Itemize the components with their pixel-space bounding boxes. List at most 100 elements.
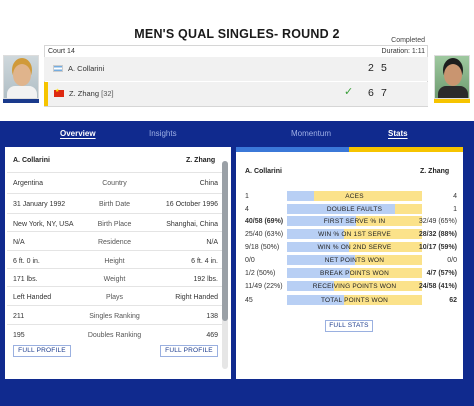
stat-player2-value: 28/32 (88%)	[418, 231, 457, 238]
stat-label: BREAK POINTS WON	[320, 270, 389, 277]
player2-share-bar	[350, 268, 422, 278]
stat-label: DOUBLE FAULTS	[326, 206, 383, 213]
face-shape	[13, 64, 31, 86]
stat-player2-value: 32/49 (65%)	[418, 218, 457, 225]
set-score: 7	[381, 87, 387, 99]
stat-row: 40/58 (69%) FIRST SERVE % IN 32/49 (65%)	[242, 216, 457, 228]
stat-comparison-bar: NET POINTS WON	[287, 255, 422, 265]
stat-row: 45 TOTAL POINTS WON 62	[242, 295, 457, 307]
player1-share-bar	[287, 204, 395, 214]
tab-insights[interactable]: Insights	[149, 129, 177, 138]
h2h-player2-value: Shanghai, China	[166, 221, 218, 228]
h2h-row: 195 Doubles Ranking 469	[7, 324, 222, 346]
player-photo-zhang[interactable]	[434, 55, 470, 99]
tab-overview[interactable]: Overview	[60, 129, 96, 138]
stat-row: 25/40 (63%) WIN % ON 1ST SERVE 28/32 (88%)	[242, 229, 457, 241]
player1-share-bar	[287, 295, 344, 305]
h2h-row-label: Birth Date	[98, 201, 131, 208]
h2h-player1-value: Left Handed	[13, 294, 52, 301]
h2h-player1-value: 6 ft. 0 in.	[13, 258, 40, 265]
scrollbar[interactable]	[222, 161, 228, 369]
court-label: Court 14	[48, 48, 75, 55]
stat-comparison-bar: WIN % ON 2ND SERVE	[287, 242, 422, 252]
player-color-bar	[3, 99, 39, 103]
tab-stats[interactable]: Stats	[388, 129, 408, 138]
set-score: 2	[368, 62, 374, 74]
match-title: MEN'S QUAL SINGLES- ROUND 2	[134, 27, 340, 41]
shirt-shape	[7, 86, 37, 98]
stat-comparison-bar: RECEIVING POINTS WON	[287, 281, 422, 291]
stat-player2-value: 4/7 (57%)	[426, 270, 457, 277]
stat-comparison-bar: TOTAL POINTS WON	[287, 295, 422, 305]
player-color-bar	[434, 99, 470, 103]
player1-color-strip	[236, 147, 349, 152]
player-name[interactable]: A. Collarini	[68, 64, 105, 73]
player2-share-bar	[314, 191, 422, 201]
h2h-row: 6 ft. 0 in. Height 6 ft. 4 in.	[7, 250, 222, 272]
h2h-row-label: Doubles Ranking	[87, 332, 142, 339]
player1-share-bar	[287, 229, 344, 239]
stat-player2-value: 1	[453, 206, 457, 213]
argentina-flag-icon	[53, 65, 63, 72]
h2h-row-label: Singles Ranking	[89, 313, 140, 320]
player-row-2[interactable]: Z. Zhang [32] ✓ 6 7	[44, 82, 428, 106]
head-to-head-card	[5, 147, 231, 379]
full-profile-button-player1[interactable]: FULL PROFILE	[13, 345, 71, 357]
stat-label: WIN % ON 1ST SERVE	[318, 231, 391, 238]
h2h-player2-value: 6 ft. 4 in.	[191, 258, 218, 265]
stat-player1-value: 1/2 (50%)	[245, 270, 276, 277]
player1-share-bar	[287, 268, 350, 278]
stat-comparison-bar: WIN % ON 1ST SERVE	[287, 229, 422, 239]
stat-row: 9/18 (50%) WIN % ON 2ND SERVE 10/17 (59%)	[242, 242, 457, 254]
stat-player2-value: 0/0	[447, 257, 457, 264]
player1-share-bar	[287, 242, 349, 252]
h2h-row: 171 lbs. Weight 192 lbs.	[7, 268, 222, 290]
h2h-row-label: Weight	[103, 276, 126, 283]
stat-label: WIN % ON 2ND SERVE	[317, 244, 392, 251]
h2h-row: 211 Singles Ranking 138	[7, 305, 222, 327]
china-flag-icon	[54, 88, 64, 97]
stat-player1-value: 1	[245, 193, 249, 200]
scrollbar-thumb[interactable]	[222, 161, 228, 321]
stat-row: 1 ACES 4	[242, 191, 457, 203]
stat-row: 11/49 (22%) RECEIVING POINTS WON 24/58 (41…	[242, 281, 457, 293]
stat-comparison-bar: DOUBLE FAULTS	[287, 204, 422, 214]
h2h-player1-value: N/A	[13, 239, 25, 246]
player1-share-bar	[287, 191, 314, 201]
h2h-row-label: Residence	[97, 239, 132, 246]
h2h-row-label: Plays	[105, 294, 124, 301]
tab-momentum[interactable]: Momentum	[291, 129, 332, 138]
stat-row: 0/0 NET POINTS WON 0/0	[242, 255, 457, 267]
player2-share-bar	[356, 216, 422, 226]
player1-share-bar	[287, 281, 334, 291]
stat-player1-value: 9/18 (50%)	[245, 244, 280, 251]
player1-share-bar	[287, 255, 355, 265]
stat-label: NET POINTS WON	[324, 257, 385, 264]
stat-row: 4 DOUBLE FAULTS 1	[242, 204, 457, 216]
player1-share-bar	[287, 216, 356, 226]
h2h-player2-value: 192 lbs.	[193, 276, 218, 283]
shirt-shape	[438, 86, 468, 98]
stat-label: FIRST SERVE % IN	[323, 218, 386, 225]
player-row-1[interactable]: A. Collarini 2 5	[44, 57, 428, 81]
h2h-row: 31 January 1992 Birth Date 16 October 1996	[7, 193, 222, 215]
player2-share-bar	[344, 229, 422, 239]
player2-share-bar	[334, 281, 422, 291]
player2-color-strip	[349, 147, 463, 152]
player2-share-bar	[344, 295, 422, 305]
stat-player1-value: 0/0	[245, 257, 255, 264]
h2h-player1-value: New York, NY, USA	[13, 221, 74, 228]
stat-label: ACES	[345, 193, 364, 200]
winner-check-icon: ✓	[344, 86, 354, 98]
h2h-player2-value: Right Handed	[175, 294, 218, 301]
stat-player1-value: 25/40 (63%)	[245, 231, 284, 238]
player-photo-collarini[interactable]	[3, 55, 39, 99]
stat-player2-value: 62	[449, 297, 457, 304]
player-name[interactable]: Z. Zhang [32]	[69, 89, 114, 98]
full-stats-button[interactable]: FULL STATS	[325, 320, 373, 332]
stat-row: 1/2 (50%) BREAK POINTS WON 4/7 (57%)	[242, 268, 457, 280]
h2h-row: N/A Residence N/A	[7, 231, 222, 253]
h2h-player2-value: 16 October 1996	[165, 201, 218, 208]
h2h-player1-value: 31 January 1992	[13, 201, 66, 208]
full-profile-button-player2[interactable]: FULL PROFILE	[160, 345, 218, 357]
